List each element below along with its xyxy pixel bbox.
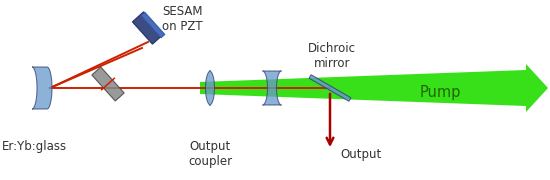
Polygon shape [200, 70, 526, 106]
Text: Pump: Pump [419, 84, 461, 100]
Polygon shape [262, 71, 282, 105]
Polygon shape [92, 67, 124, 101]
Polygon shape [133, 12, 163, 44]
Text: Output
coupler: Output coupler [188, 140, 232, 168]
Polygon shape [526, 64, 548, 112]
Text: Output: Output [340, 148, 381, 161]
Text: Dichroic
mirror: Dichroic mirror [308, 42, 356, 70]
Polygon shape [309, 75, 351, 101]
Polygon shape [141, 12, 165, 38]
Text: SESAM
on PZT: SESAM on PZT [162, 5, 202, 33]
Polygon shape [32, 67, 52, 109]
Polygon shape [206, 71, 214, 105]
Text: Er:Yb:glass: Er:Yb:glass [2, 140, 67, 153]
